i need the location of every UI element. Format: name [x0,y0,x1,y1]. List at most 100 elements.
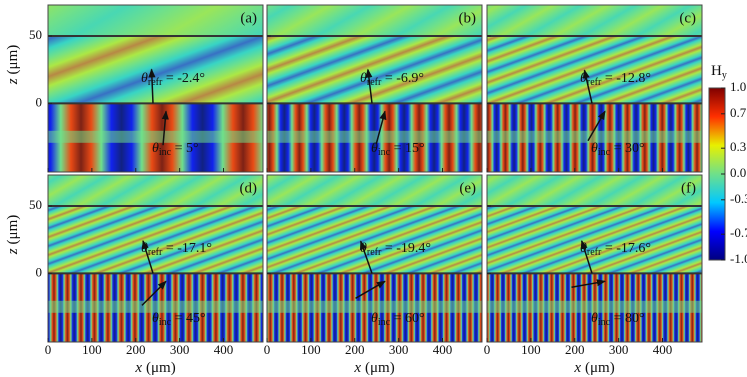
angle-symbol: θ [591,141,598,156]
z-tick-label: 0 [36,264,43,279]
arrow [148,68,156,104]
arrow [141,280,167,306]
angle-subscript: inc [378,147,391,158]
angle-subscript: refr [367,77,382,88]
axis-var: x [353,360,361,376]
x-tick-label: 400 [653,342,673,357]
x-tick-label: 0 [45,342,52,357]
x-tick-label: 0 [484,342,491,357]
x-tick-label: 0 [264,342,271,357]
angle-value: = 15° [390,141,425,156]
angle-symbol: θ [371,311,378,326]
angle-subscript: inc [159,317,172,328]
angle-symbol: θ [141,71,148,86]
panel-frame [486,174,703,343]
axis-unit: (μm) [585,360,615,376]
angle-value: = -6.9° [381,71,424,86]
panel [48,175,263,342]
colorbar-symbol: H [711,63,722,79]
axis-unit: (μm) [146,360,176,376]
z-axis-label: z (μm) [5,45,21,86]
axis-unit: (μm) [5,215,21,245]
field-pattern [267,35,482,104]
panel-label: (a) [240,10,257,26]
arrow [375,110,387,145]
x-tick-label: 400 [433,342,453,357]
angle-value: = 30° [610,141,645,156]
angle-annotation: θinc = 60° [371,311,425,328]
field-pattern [487,300,702,313]
arrow [161,110,169,146]
angle-symbol: θ [580,71,587,86]
field-pattern [487,205,702,274]
x-tick-label: 400 [214,342,234,357]
angle-subscript: inc [598,317,611,328]
colorbar-tick-label: 0.3 [730,139,746,154]
field-pattern [487,130,702,143]
x-tick-label: 100 [301,342,321,357]
angle-value: = -17.6° [601,241,651,256]
angle-symbol: θ [141,241,148,256]
x-tick-label: 300 [170,342,190,357]
angle-annotation: θinc = 45° [152,311,206,328]
angle-symbol: θ [360,71,367,86]
field-pattern [487,175,702,206]
field-pattern [48,175,263,206]
arrow [571,279,606,288]
panel-label: (d) [240,180,258,196]
x-tick-label: 300 [609,342,629,357]
panel-label: (f) [681,180,696,196]
angle-symbol: θ [371,141,378,156]
angle-annotation: θrefr = -12.8° [580,71,651,88]
arrow [582,69,593,104]
angle-annotation: θrefr = -2.4° [141,71,205,88]
angle-annotation: θinc = 80° [591,311,645,328]
colorbar-tick-label: -0.7 [730,225,747,240]
panel [267,5,482,172]
axis-var: x [134,360,142,376]
arrow [355,280,386,299]
colorbar-tick-label: 0.0 [730,165,746,180]
panel-label: (e) [459,180,476,196]
x-axis-label: x (μm) [134,360,175,376]
arrow [365,68,373,104]
angle-symbol: θ [152,311,159,326]
angle-annotation: θrefr = -19.4° [360,241,431,258]
x-tick-label: 100 [82,342,102,357]
x-axis-label: x (μm) [573,360,614,376]
angle-subscript: refr [367,247,382,258]
panel-frame [486,4,703,173]
arrow [141,239,154,274]
colorbar-tick-label: -0.3 [730,191,747,206]
angle-annotation: θrefr = -17.1° [141,241,212,258]
angle-value: = 80° [610,311,645,326]
angle-annotation: θinc = 5° [152,141,199,158]
field-pattern [48,205,263,274]
angle-subscript: refr [587,77,602,88]
arrow [580,240,593,274]
panel-frame [47,174,264,343]
field-pattern [48,35,263,104]
field-pattern [267,130,482,143]
x-tick-label: 100 [521,342,541,357]
angle-symbol: θ [152,141,159,156]
field-pattern [267,205,482,274]
angle-annotation: θrefr = -6.9° [360,71,424,88]
arrow [359,240,373,274]
field-pattern [48,300,263,313]
angle-annotation: θinc = 15° [371,141,425,158]
axis-unit: (μm) [365,360,395,376]
panel-label: (c) [679,10,696,26]
z-tick-label: 50 [29,27,42,42]
colorbar-tick-label: -1.0 [730,251,747,266]
panel [487,175,702,342]
axis-var: z [5,78,21,85]
angle-value: = 5° [171,141,199,156]
colorbar-tick-label: 1.0 [730,79,746,94]
x-tick-label: 200 [345,342,365,357]
arrow [587,110,606,142]
angle-symbol: θ [580,241,587,256]
panel-frame [266,4,483,173]
angle-value: = -2.4° [162,71,205,86]
z-axis-label: z (μm) [5,215,21,256]
